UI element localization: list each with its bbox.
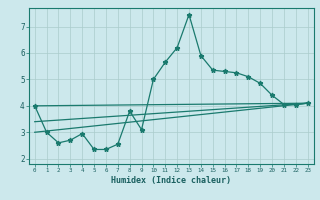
- X-axis label: Humidex (Indice chaleur): Humidex (Indice chaleur): [111, 176, 231, 185]
